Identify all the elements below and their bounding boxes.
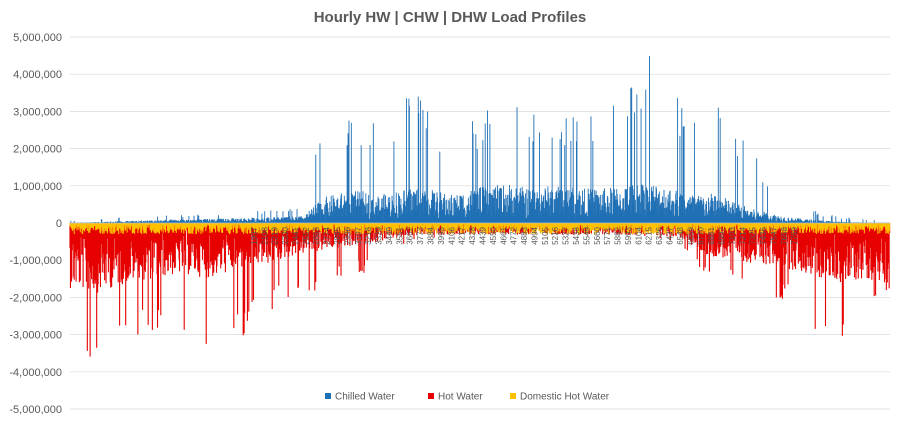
x-tick-label: 3995	[437, 226, 446, 244]
y-axis-ticks: 5,000,000 4,000,000 3,000,000 2,000,000 1,00…	[9, 32, 62, 416]
x-tick-label: 1997	[250, 226, 259, 244]
y-tick-label: 3,000,000	[13, 106, 62, 118]
y-tick-label: -4,000,000	[9, 367, 62, 379]
legend-label: Domestic Hot Water	[520, 392, 610, 403]
x-tick-label: 6881	[707, 226, 716, 244]
x-tick-label: 2885	[333, 226, 342, 244]
x-tick-label: 7214	[738, 226, 747, 244]
x-tick-label: 6437	[666, 226, 675, 244]
legend-swatch	[428, 393, 434, 399]
y-tick-label: 1,000,000	[13, 181, 62, 193]
x-tick-label: 5216	[551, 226, 560, 244]
y-tick-label: -2,000,000	[9, 292, 62, 304]
legend-item: Domestic Hot Water	[510, 392, 610, 403]
x-tick-label: 4550	[489, 226, 498, 244]
x-tick-label: 4106	[447, 226, 456, 244]
x-tick-label: 4217	[458, 226, 467, 244]
x-tick-label: 7103	[728, 226, 737, 244]
x-tick-label: 6659	[686, 226, 695, 244]
x-tick-label: 3551	[395, 226, 404, 244]
x-tick-label: 7325	[749, 226, 758, 244]
y-tick-label: -3,000,000	[9, 330, 62, 342]
x-tick-label: 5660	[593, 226, 602, 244]
x-tick-label: 5438	[572, 226, 581, 244]
x-tick-label: 3884	[427, 226, 436, 244]
y-tick-label: 0	[56, 218, 62, 230]
x-tick-label: 2774	[323, 226, 332, 244]
y-tick-label: -5,000,000	[9, 404, 62, 416]
chart-title: Hourly HW | CHW | DHW Load Profiles	[314, 9, 587, 26]
legend-label: Hot Water	[438, 392, 483, 403]
legend: Chilled Water Hot Water Domestic Hot Water	[325, 392, 610, 403]
x-tick-label: 4439	[478, 226, 487, 244]
x-tick-label: 4772	[510, 226, 519, 244]
x-tick-label: 3440	[385, 226, 394, 244]
legend-swatch	[510, 393, 516, 399]
x-tick-label: 2663	[312, 226, 321, 244]
x-tick-label: 4883	[520, 226, 529, 244]
x-tick-label: 5105	[541, 226, 550, 244]
legend-swatch	[325, 393, 331, 399]
x-tick-label: 2552	[302, 226, 311, 244]
x-tick-label: 6215	[645, 226, 654, 244]
series-chilled-water-bars	[69, 55, 891, 223]
legend-item: Hot Water	[428, 392, 483, 403]
x-tick-label: 5327	[562, 226, 571, 244]
legend-label: Chilled Water	[335, 392, 395, 403]
x-tick-label: 6104	[634, 226, 643, 244]
y-tick-label: 4,000,000	[13, 69, 62, 81]
x-tick-label: 3662	[406, 226, 415, 244]
x-tick-label: 6770	[697, 226, 706, 244]
x-tick-label: 2219	[271, 226, 280, 244]
x-axis-tick-labels: 1997 2108 2219 2330 2441 2552 2663 2774 2885 2996…	[250, 226, 799, 244]
x-tick-label: 2330	[281, 226, 290, 244]
x-tick-label: 3773	[416, 226, 425, 244]
series-domestic-hot-water-bars	[69, 223, 891, 235]
x-tick-label: 7436	[759, 226, 768, 244]
x-tick-label: 4994	[530, 226, 539, 244]
x-tick-label: 4661	[499, 226, 508, 244]
x-tick-label: 2996	[343, 226, 352, 244]
x-tick-label: 5993	[624, 226, 633, 244]
x-tick-label: 2441	[291, 226, 300, 244]
x-tick-label: 5771	[603, 226, 612, 244]
x-tick-label: 3107	[354, 226, 363, 244]
y-tick-label: 2,000,000	[13, 144, 62, 156]
y-tick-label: -1,000,000	[9, 255, 62, 267]
x-tick-label: 6548	[676, 226, 685, 244]
x-tick-label: 7658	[780, 226, 789, 244]
x-tick-label: 4328	[468, 226, 477, 244]
x-tick-label: 5882	[614, 226, 623, 244]
x-tick-label: 6326	[655, 226, 664, 244]
x-tick-label: 7547	[769, 226, 778, 244]
legend-item: Chilled Water	[325, 392, 395, 403]
series-area	[69, 55, 891, 357]
x-tick-label: 6992	[717, 226, 726, 244]
x-tick-label: 3218	[364, 226, 373, 244]
x-tick-label: 7769	[790, 226, 799, 244]
x-tick-label: 3329	[375, 226, 384, 244]
x-tick-label: 5549	[582, 226, 591, 244]
y-tick-label: 5,000,000	[13, 32, 62, 44]
x-tick-label: 2108	[260, 226, 269, 244]
